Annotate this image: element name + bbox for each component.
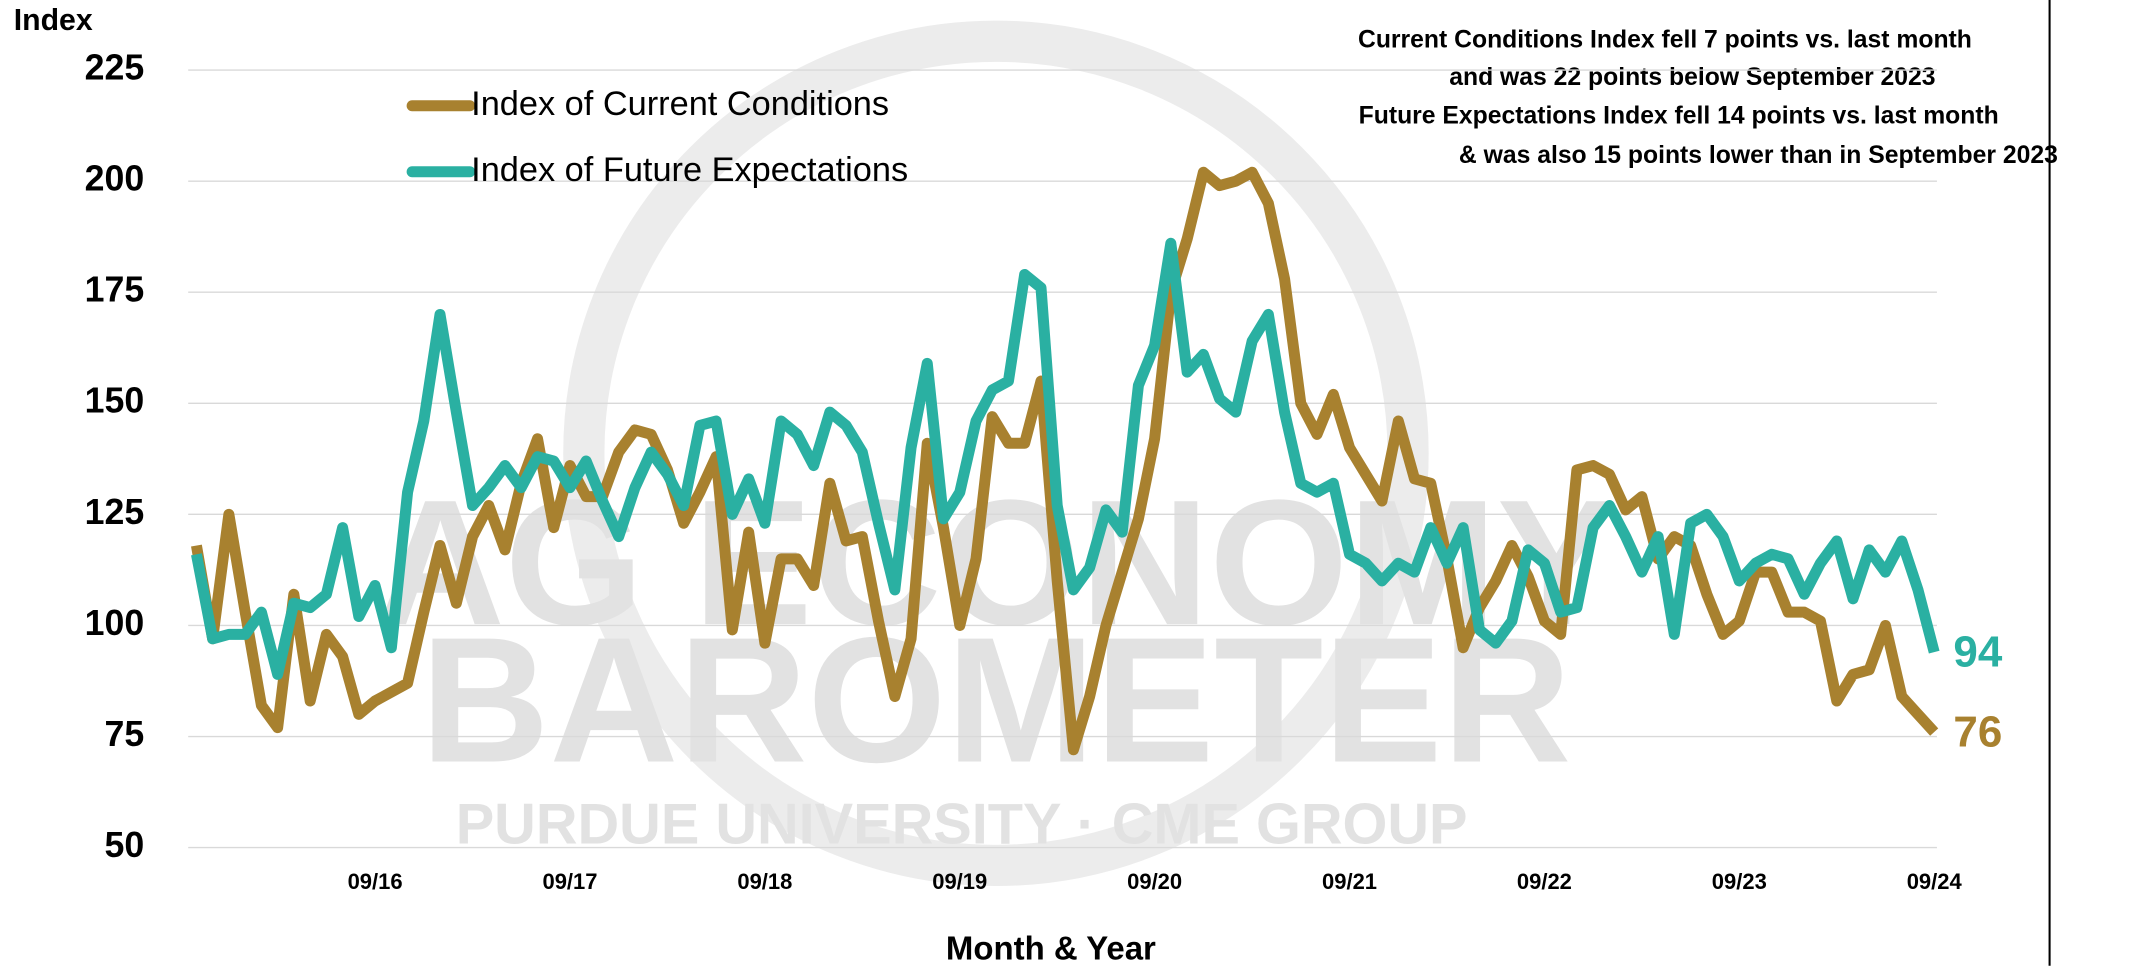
annotations: Current Conditions Index fell 7 points v… <box>1358 27 2058 169</box>
end-label: 76 <box>1953 707 2002 756</box>
x-axis-label: Month & Year <box>946 929 1156 966</box>
legend-label: Index of Current Conditions <box>471 85 889 123</box>
x-tick-label: 09/24 <box>1907 869 1963 894</box>
y-tick-label: 125 <box>85 492 145 532</box>
y-tick-label: 100 <box>85 603 145 643</box>
x-tick-label: 09/16 <box>348 869 403 894</box>
x-tick-label: 09/21 <box>1322 869 1377 894</box>
series-line <box>191 166 1939 756</box>
annotation: and was 22 points below September 2023 <box>1449 64 1935 91</box>
annotation: Future Expectations Index fell 14 points… <box>1359 102 1999 129</box>
series-line <box>191 237 1940 680</box>
watermark: AG ECONOMY BAROMETER PURDUE UNIVERSITY ·… <box>376 20 1616 887</box>
x-tick-label: 09/18 <box>737 869 792 894</box>
y-tick-label: 175 <box>85 270 145 310</box>
watermark-text: BAROMETER <box>421 600 1572 800</box>
y-tick-label: 50 <box>105 825 145 865</box>
watermark-text: PURDUE UNIVERSITY · CME GROUP <box>456 793 1468 857</box>
x-tick-label: 09/23 <box>1712 869 1767 894</box>
annotation: Current Conditions Index fell 7 points v… <box>1358 27 1972 54</box>
legend-label: Index of Future Expectations <box>471 151 908 189</box>
y-tick-label: 150 <box>85 381 145 421</box>
y-tick-label: 200 <box>85 159 145 199</box>
y-tick-label: 225 <box>85 47 145 87</box>
x-tick-label: 09/19 <box>932 869 987 894</box>
annotation: & was also 15 points lower than in Septe… <box>1459 142 2058 169</box>
x-tick-label: 09/17 <box>542 869 597 894</box>
y-tick-label: 75 <box>105 714 145 754</box>
x-tick-label: 09/20 <box>1127 869 1182 894</box>
end-label: 94 <box>1953 627 2002 676</box>
y-axis-label: Index <box>14 4 93 37</box>
x-tick-label: 09/22 <box>1517 869 1572 894</box>
